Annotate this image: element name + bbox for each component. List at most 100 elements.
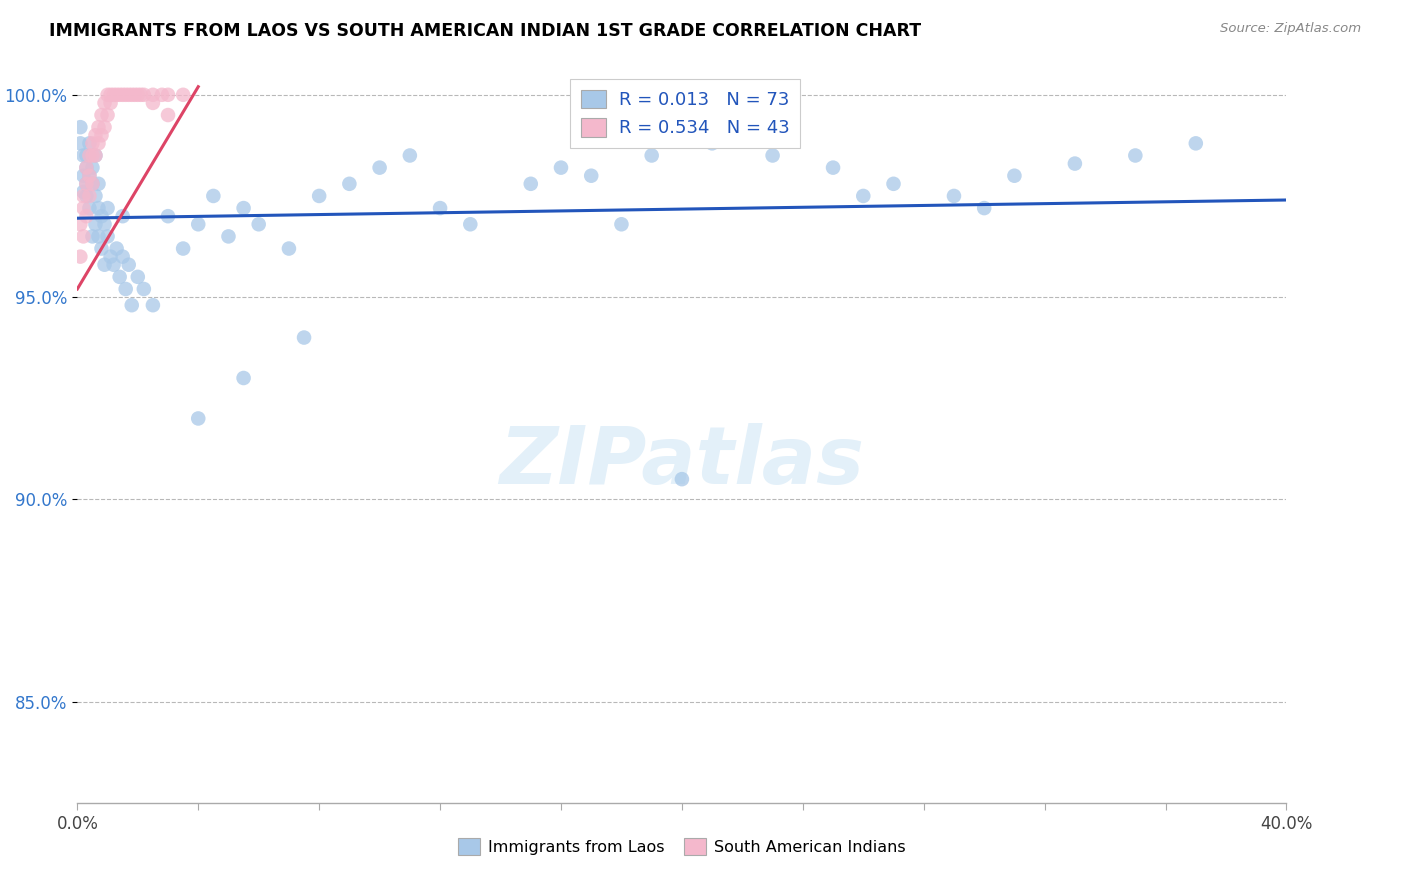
Point: [121, 298, 143, 312]
Point: [202, 189, 225, 203]
Point: [75, 209, 97, 223]
Point: [172, 242, 194, 256]
Point: [90, 242, 112, 256]
Point: [142, 87, 165, 102]
Point: [87, 229, 110, 244]
Point: [87, 120, 110, 135]
Point: [96, 201, 118, 215]
Point: [124, 87, 146, 102]
Legend: Immigrants from Laos, South American Indians: Immigrants from Laos, South American Ind…: [451, 832, 912, 862]
Point: [72, 189, 94, 203]
Point: [79, 136, 101, 151]
Point: [1004, 169, 1026, 183]
Point: [82, 177, 104, 191]
Point: [69, 120, 91, 135]
Point: [75, 148, 97, 162]
Point: [581, 169, 603, 183]
Point: [150, 87, 173, 102]
Point: [111, 250, 134, 264]
Point: [278, 242, 301, 256]
Point: [75, 189, 97, 203]
Point: [84, 148, 107, 162]
Point: [172, 87, 194, 102]
Point: [821, 161, 844, 175]
Point: [72, 185, 94, 199]
Point: [157, 209, 180, 223]
Point: [82, 177, 104, 191]
Point: [337, 177, 360, 191]
Point: [142, 298, 165, 312]
Point: [87, 136, 110, 151]
Text: ZIPatlas: ZIPatlas: [499, 423, 865, 501]
Point: [84, 189, 107, 203]
Point: [1123, 148, 1146, 162]
Point: [108, 87, 131, 102]
Point: [218, 229, 240, 244]
Point: [368, 161, 391, 175]
Point: [458, 217, 481, 231]
Point: [79, 201, 101, 215]
Point: [114, 87, 136, 102]
Point: [72, 201, 94, 215]
Point: [84, 148, 107, 162]
Point: [105, 87, 128, 102]
Point: [232, 201, 254, 215]
Point: [79, 169, 101, 183]
Point: [157, 87, 180, 102]
Point: [90, 128, 112, 143]
Point: [127, 269, 149, 284]
Point: [72, 229, 94, 244]
Point: [247, 217, 270, 231]
Point: [93, 120, 115, 135]
Point: [105, 242, 128, 256]
Point: [93, 217, 115, 231]
Point: [90, 209, 112, 223]
Point: [187, 217, 209, 231]
Point: [75, 161, 97, 175]
Point: [69, 250, 91, 264]
Point: [84, 217, 107, 231]
Point: [399, 148, 422, 162]
Point: [96, 108, 118, 122]
Point: [187, 411, 209, 425]
Point: [96, 87, 118, 102]
Point: [127, 87, 149, 102]
Point: [1184, 136, 1206, 151]
Point: [84, 128, 107, 143]
Point: [308, 189, 330, 203]
Point: [75, 161, 97, 175]
Point: [292, 330, 315, 344]
Point: [520, 177, 543, 191]
Point: [852, 189, 875, 203]
Point: [87, 201, 110, 215]
Point: [100, 250, 122, 264]
Point: [69, 217, 91, 231]
Point: [111, 209, 134, 223]
Point: [550, 161, 572, 175]
Point: [1064, 156, 1087, 170]
Point: [232, 371, 254, 385]
Point: [75, 177, 97, 191]
Point: [610, 217, 633, 231]
Point: [72, 148, 94, 162]
Point: [79, 169, 101, 183]
Point: [942, 189, 965, 203]
Point: [883, 177, 905, 191]
Point: [93, 258, 115, 272]
Point: [671, 472, 693, 486]
Point: [103, 87, 125, 102]
Point: [75, 177, 97, 191]
Point: [762, 148, 785, 162]
Point: [118, 258, 141, 272]
Point: [973, 201, 995, 215]
Point: [132, 282, 155, 296]
Point: [87, 177, 110, 191]
Point: [132, 87, 155, 102]
Point: [702, 136, 724, 151]
Point: [82, 136, 104, 151]
Point: [79, 148, 101, 162]
Point: [82, 229, 104, 244]
Point: [111, 87, 134, 102]
Point: [103, 258, 125, 272]
Point: [114, 282, 136, 296]
